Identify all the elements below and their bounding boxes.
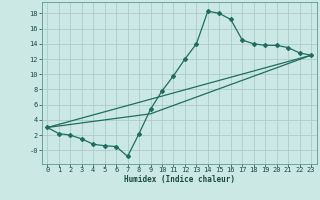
- X-axis label: Humidex (Indice chaleur): Humidex (Indice chaleur): [124, 175, 235, 184]
